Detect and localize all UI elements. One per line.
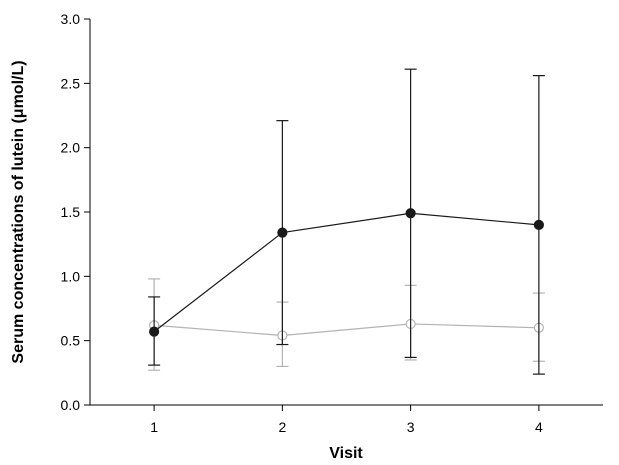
y-tick-label: 3.0 [61, 11, 81, 27]
y-tick-label: 0.5 [61, 333, 81, 349]
x-tick-label: 4 [535, 419, 543, 435]
x-tick-label: 1 [150, 419, 158, 435]
data-point [277, 227, 288, 238]
y-axis-title: Serum concentrations of lutein (μmol/L) [10, 60, 27, 363]
y-tick-label: 1.0 [61, 268, 81, 284]
data-point [149, 326, 160, 337]
series-layer [148, 68, 545, 375]
x-ticks: 1 2 3 4 [150, 405, 543, 435]
x-axis-title: Visit [329, 445, 363, 462]
y-tick-label: 2.0 [61, 140, 81, 156]
data-point [533, 219, 544, 230]
series-line [153, 212, 539, 333]
axes [89, 19, 603, 406]
x-tick-label: 2 [278, 419, 286, 435]
series-1 [148, 68, 545, 375]
series-line [154, 323, 539, 337]
data-point [405, 208, 416, 219]
x-tick-label: 3 [407, 419, 415, 435]
y-tick-label: 1.5 [61, 204, 81, 220]
series-2 [148, 278, 545, 371]
y-ticks: 0.0 0.5 1.0 1.5 2.0 2.5 3.0 [61, 11, 90, 413]
y-tick-label: 0.0 [61, 397, 81, 413]
y-tick-label: 2.5 [61, 75, 81, 91]
